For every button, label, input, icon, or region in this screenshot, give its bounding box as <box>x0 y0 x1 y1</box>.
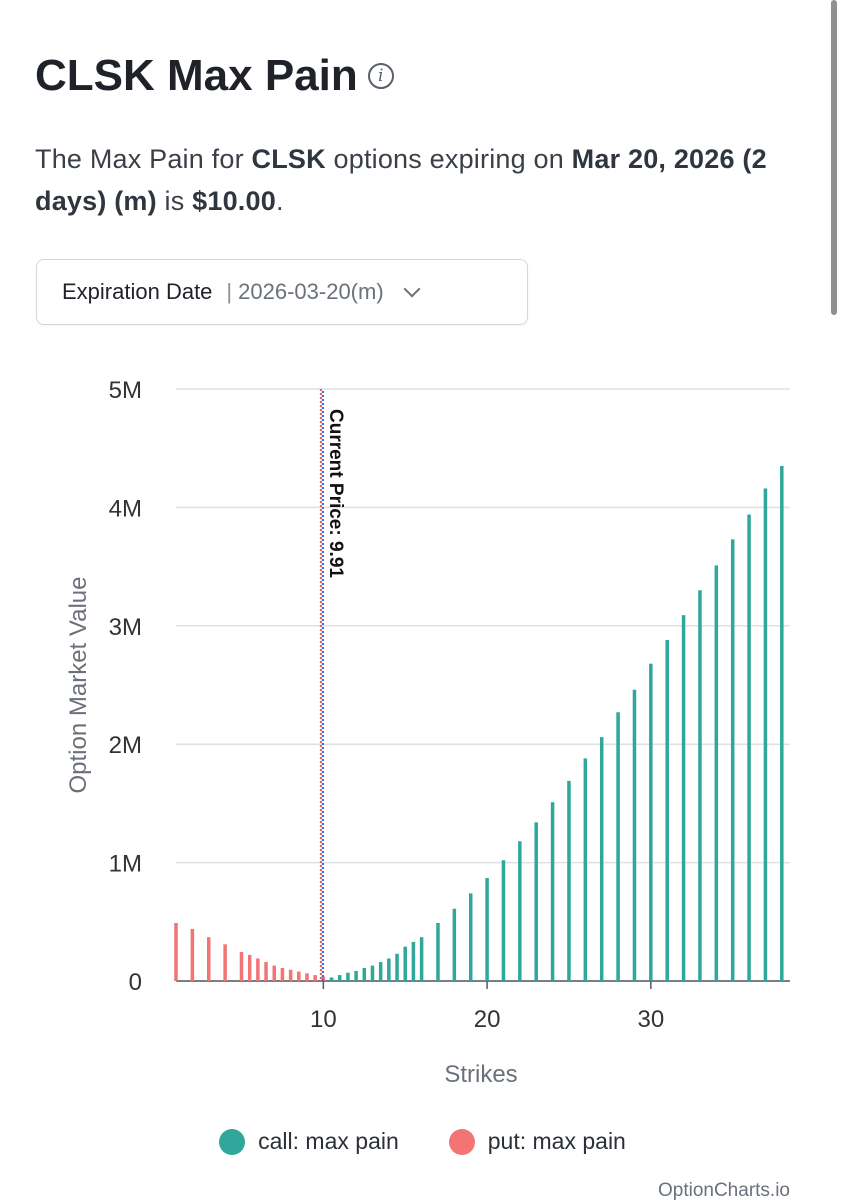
call-bar <box>411 941 416 981</box>
call-bar <box>378 962 383 981</box>
put-bar <box>305 973 309 981</box>
put-bar <box>297 971 301 981</box>
legend-put-swatch <box>448 1128 475 1155</box>
call-bar <box>681 615 686 981</box>
call-bar <box>567 780 571 981</box>
put-bar <box>321 976 326 981</box>
put-bar <box>223 944 227 981</box>
call-bar <box>387 958 391 981</box>
call-bar <box>346 972 350 981</box>
max-pain-chart: 0 1M 2M 3M 4M 5M 10 20 30 Strikes Option Market Va… <box>65 377 790 1088</box>
page-title: CLSK Max Pain i <box>35 50 394 102</box>
expiration-date-label: Expiration Date <box>62 279 213 304</box>
put-bar <box>288 969 293 981</box>
y-axis-title: Option Market Value <box>65 577 92 794</box>
call-bar <box>714 565 719 981</box>
call-bar <box>698 590 702 981</box>
put-bar <box>256 958 260 981</box>
desc-prefix: The Max Pain for <box>35 144 252 174</box>
current-price-label: Current Price: 9.91 <box>325 409 346 578</box>
call-bar <box>362 967 367 981</box>
y-tick-label: 3M <box>109 614 142 641</box>
desc-is: is <box>156 186 193 216</box>
put-bar <box>206 937 211 981</box>
legend-item-put[interactable]: put: max pain <box>448 1128 626 1155</box>
put-bar <box>272 965 276 981</box>
call-bar <box>649 663 653 981</box>
call-bar <box>501 860 506 981</box>
desc-ticker: CLSK <box>251 144 326 174</box>
desc-end: . <box>275 186 284 216</box>
chart-legend: call: max pain put: max pain <box>0 1128 845 1155</box>
call-bar <box>403 946 407 981</box>
legend-item-call[interactable]: call: max pain <box>219 1128 399 1155</box>
x-tick-label: 30 <box>637 1006 664 1033</box>
chevron-down-icon[interactable] <box>403 280 421 298</box>
call-bar <box>370 965 375 981</box>
put-bar <box>313 975 317 981</box>
source-credit: OptionCharts.io <box>657 1180 790 1201</box>
page-title-text: CLSK Max Pain <box>35 51 358 100</box>
call-bar <box>665 640 669 981</box>
call-bar <box>632 689 637 981</box>
call-bar <box>583 758 588 981</box>
call-bar <box>468 893 473 981</box>
desc-date: Mar 20, 2026 (2 days) (m) <box>35 144 767 216</box>
x-tick-label: 20 <box>474 1006 501 1033</box>
call-bar <box>419 937 424 981</box>
x-tick-label: 10 <box>310 1006 337 1033</box>
put-bar <box>264 962 268 981</box>
y-tick-label: 0 <box>129 969 142 996</box>
call-bar <box>550 802 555 981</box>
call-bar <box>452 908 457 981</box>
put-bar <box>239 951 244 981</box>
expiration-date-select[interactable]: Expiration Date | 2026-03-20(m) <box>36 259 528 325</box>
call-bar <box>534 822 538 981</box>
call-bar <box>747 514 751 981</box>
call-bar <box>395 953 399 981</box>
desc-value: $10.00 <box>192 186 276 216</box>
y-tick-label: 5M <box>109 377 142 404</box>
legend-put-label: put: max pain <box>487 1128 626 1154</box>
call-bar <box>329 977 334 981</box>
call-bar <box>730 539 735 981</box>
call-bar <box>337 975 342 981</box>
put-bar <box>247 954 252 981</box>
max-pain-description: The Max Pain for CLSK options expiring o… <box>35 138 795 222</box>
put-bar <box>190 928 195 981</box>
desc-middle: options expiring on <box>325 144 572 174</box>
legend-call-label: call: max pain <box>258 1128 399 1154</box>
expiration-date-value: 2026-03-20(m) <box>238 279 384 304</box>
call-bar <box>763 488 768 981</box>
scrollbar[interactable] <box>831 0 837 315</box>
x-axis-title: Strikes <box>444 1061 517 1088</box>
y-tick-label: 1M <box>109 851 142 878</box>
y-tick-label: 4M <box>109 495 142 522</box>
call-bar <box>780 465 784 982</box>
y-tick-label: 2M <box>109 732 142 759</box>
call-bar <box>616 712 620 981</box>
legend-call-swatch <box>219 1128 246 1155</box>
call-bar <box>436 922 440 981</box>
expiration-separator: | <box>226 279 233 304</box>
put-bar <box>280 967 285 981</box>
call-bar <box>354 970 358 981</box>
call-bar <box>485 877 489 981</box>
call-bar <box>599 737 604 981</box>
put-bar <box>174 922 178 981</box>
call-bar <box>518 841 522 981</box>
info-icon[interactable]: i <box>367 63 394 89</box>
